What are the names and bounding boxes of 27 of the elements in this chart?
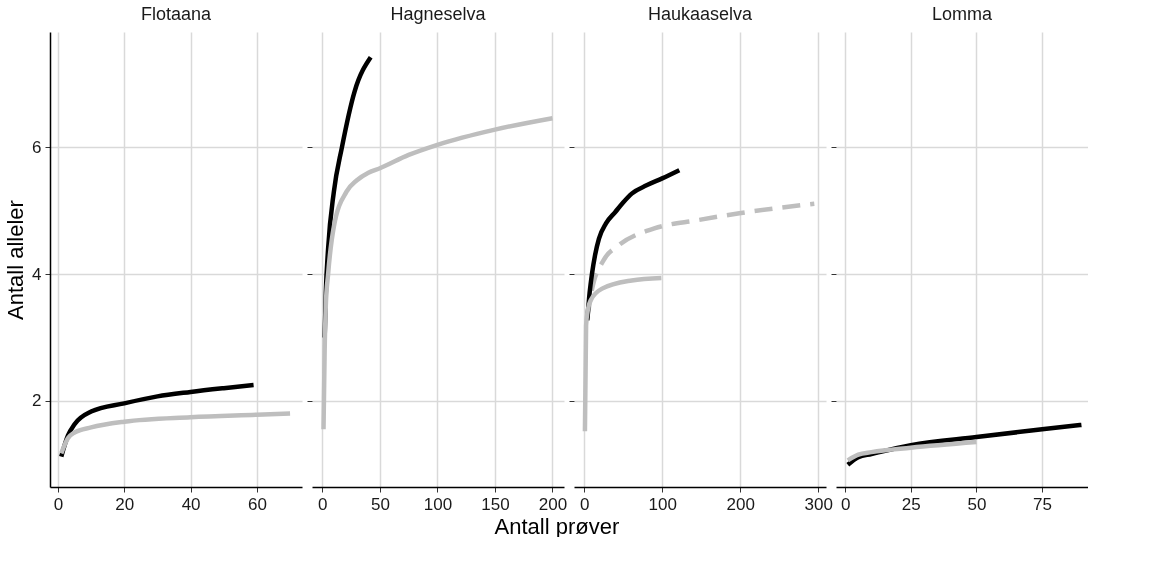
y-tick-label: 2 — [32, 391, 42, 411]
x-tick-label: 200 — [538, 494, 568, 514]
x-tick-label: 40 — [181, 494, 201, 514]
line-series — [59, 411, 293, 456]
x-tick-label: 50 — [967, 494, 987, 514]
y-tick-label: 6 — [32, 137, 42, 157]
x-tick-label: 0 — [579, 494, 590, 514]
x-tick-label: 200 — [726, 494, 755, 514]
x-tick-label: 60 — [247, 494, 267, 514]
x-tick-label: 20 — [115, 494, 135, 514]
x-tick-label: 150 — [481, 494, 510, 514]
x-tick-label: 25 — [901, 494, 921, 514]
y-tick-label: 4 — [32, 264, 42, 284]
x-tick-label: 300 — [804, 494, 833, 514]
chart-title: Hagneselva — [390, 4, 487, 24]
x-tick-label: 0 — [53, 494, 64, 514]
chart-title: Flotaana — [140, 4, 213, 24]
x-tick-label: 75 — [1033, 494, 1053, 514]
line-series — [59, 382, 256, 459]
x-tick-label: 100 — [648, 494, 677, 514]
chart-title: Haukaaselva — [647, 4, 754, 24]
x-tick-label: 0 — [318, 494, 328, 514]
chart-title: Lomma — [931, 4, 993, 24]
x-tick-label: 50 — [370, 494, 390, 514]
x-tick-label: 0 — [840, 494, 851, 514]
y-axis-title: Antall alleler — [3, 200, 29, 320]
x-tick-label: 100 — [423, 494, 453, 514]
